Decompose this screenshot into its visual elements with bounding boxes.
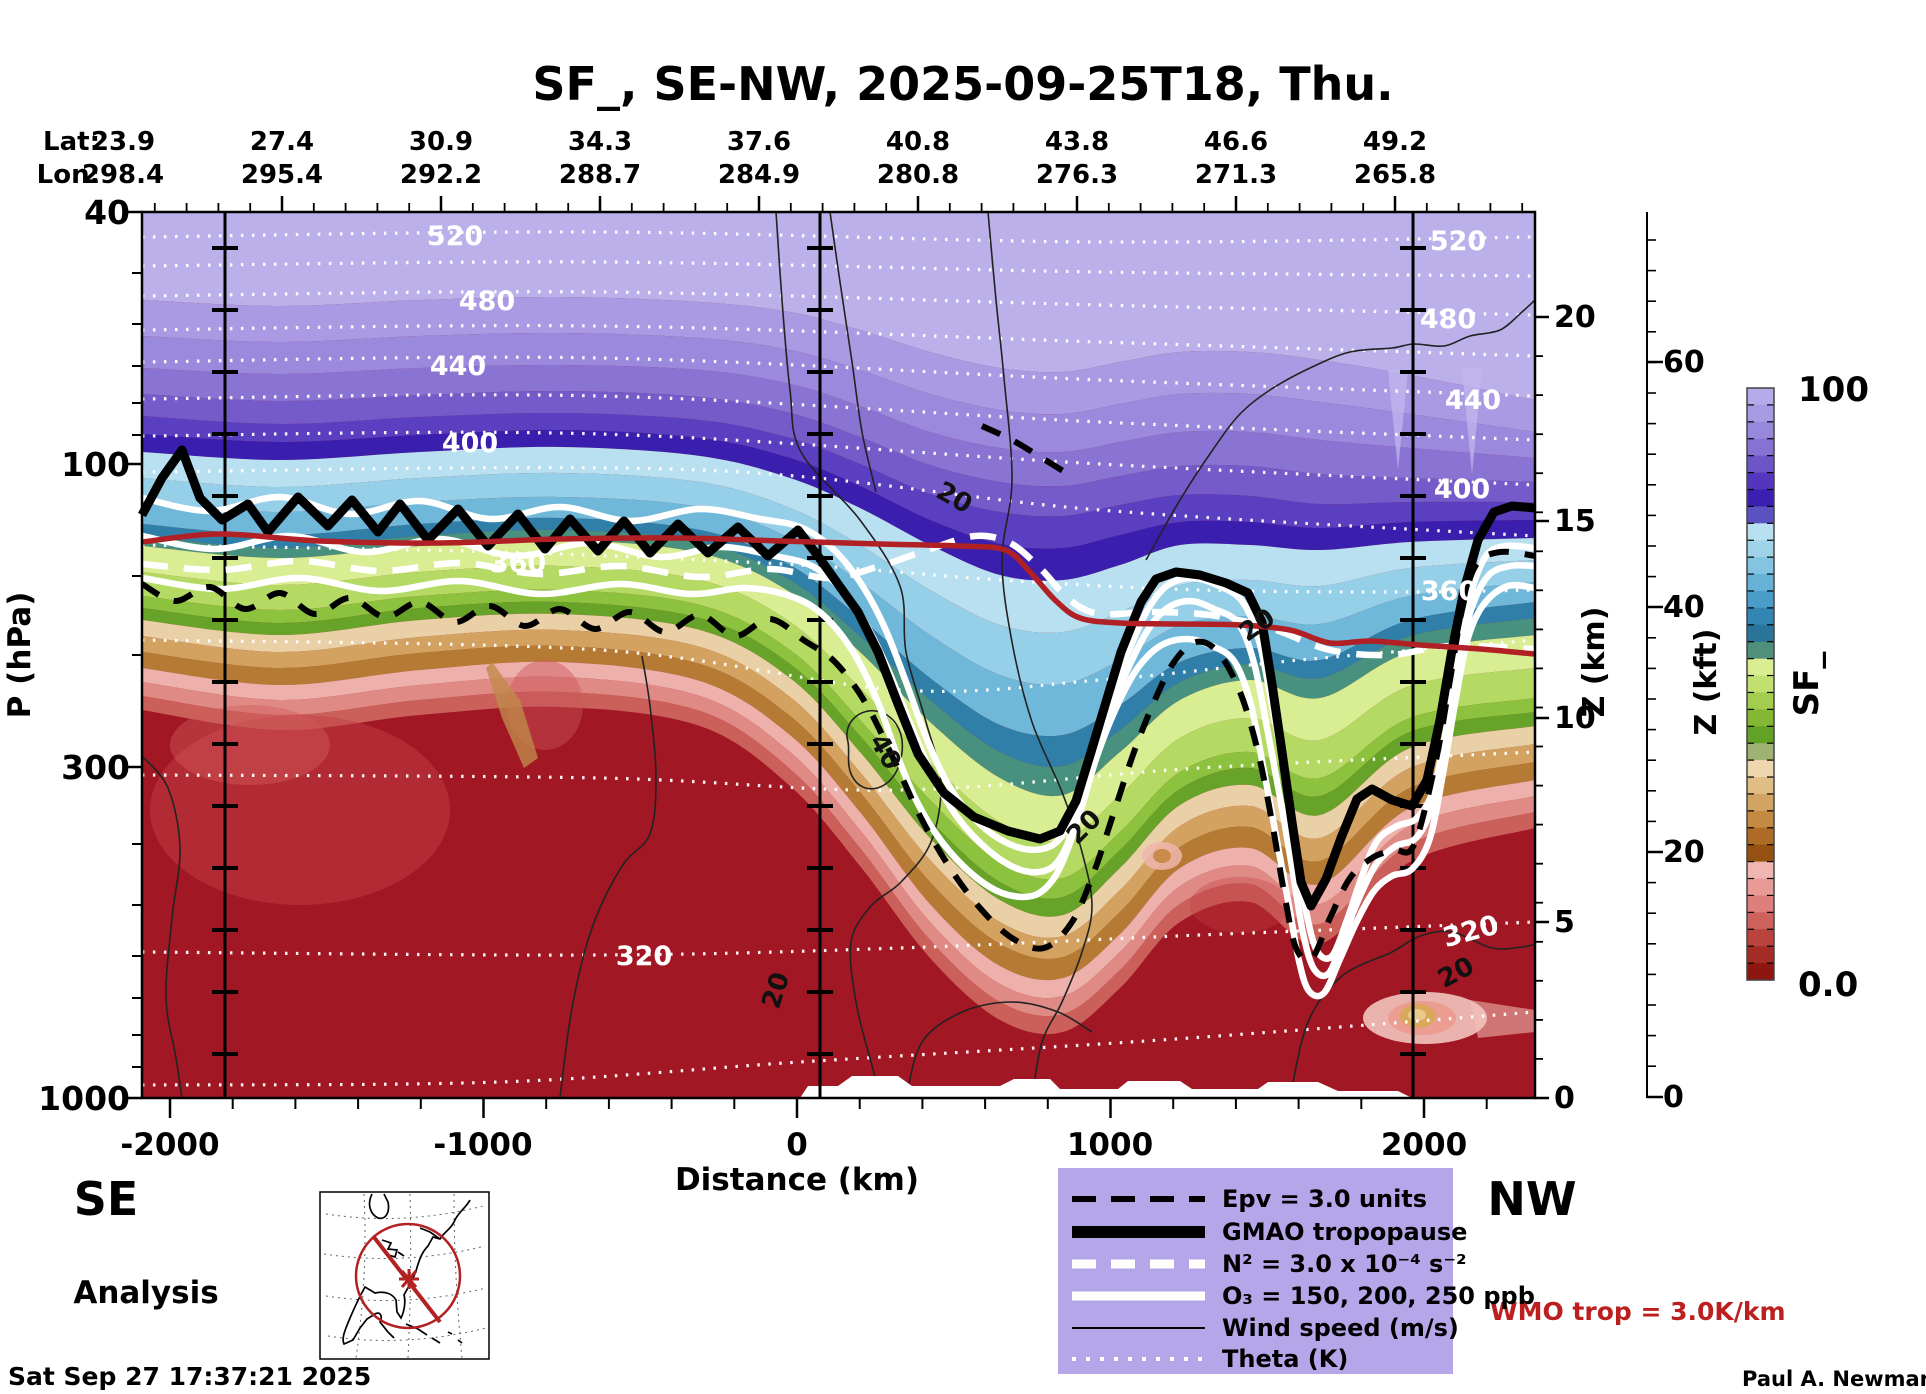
svg-text:480: 480	[459, 286, 515, 317]
colorbar-max: 100	[1798, 370, 1869, 410]
svg-text:440: 440	[1445, 385, 1501, 416]
map-center-star	[399, 1269, 419, 1289]
timestamp: Sat Sep 27 17:37:21 2025	[8, 1362, 371, 1391]
svg-text:2000: 2000	[1381, 1127, 1467, 1163]
svg-text:360: 360	[1421, 576, 1477, 607]
legend: Epv = 3.0 units GMAO tropopause N² = 3.0…	[1058, 1168, 1535, 1374]
svg-text:440: 440	[430, 351, 486, 382]
lon-row-label: Lon:	[37, 160, 100, 190]
svg-text:43.8: 43.8	[1045, 127, 1109, 157]
distance-axis-label: Distance (km)	[675, 1162, 919, 1198]
svg-text:480: 480	[1420, 304, 1476, 335]
legend-box	[1058, 1168, 1453, 1374]
svg-text:100: 100	[61, 445, 130, 484]
svg-text:520: 520	[427, 221, 483, 252]
svg-text:284.9: 284.9	[718, 160, 800, 190]
colorbar-min: 0.0	[1798, 965, 1858, 1005]
svg-text:30.9: 30.9	[409, 127, 473, 157]
svg-text:40: 40	[84, 193, 130, 232]
svg-text:40: 40	[1663, 590, 1705, 625]
distance-tick-labels: -2000 -1000 0 1000 2000	[120, 1127, 1467, 1163]
zkft-axis-label: Z (kft)	[1689, 629, 1724, 736]
legend-item-o3: O₃ = 150, 200, 250 ppb	[1222, 1282, 1535, 1310]
svg-text:37.6: 37.6	[727, 127, 791, 157]
credit: Paul A. Newman (NASA	[1742, 1367, 1926, 1391]
svg-text:280.8: 280.8	[877, 160, 959, 190]
svg-text:271.3: 271.3	[1195, 160, 1277, 190]
svg-text:15: 15	[1554, 504, 1596, 539]
svg-text:46.6: 46.6	[1204, 127, 1268, 157]
page-title: SF_, SE-NW, 2025-09-25T18, Thu.	[532, 57, 1393, 111]
svg-text:49.2: 49.2	[1363, 127, 1427, 157]
svg-text:320: 320	[616, 941, 672, 972]
svg-text:0: 0	[786, 1127, 808, 1163]
svg-text:1000: 1000	[1067, 1127, 1153, 1163]
svg-text:276.3: 276.3	[1036, 160, 1118, 190]
svg-text:288.7: 288.7	[559, 160, 641, 190]
svg-text:0: 0	[1554, 1081, 1575, 1116]
svg-text:300: 300	[61, 748, 130, 787]
pressure-tick-labels: 40 100 300 1000	[38, 193, 130, 1118]
map-coastline	[342, 1193, 471, 1346]
contour-field	[138, 211, 1539, 1099]
svg-text:23.9: 23.9	[91, 127, 155, 157]
lon-values: 298.4 295.4 292.2 288.7 284.9 280.8 276.3 27…	[82, 160, 1436, 190]
svg-text:27.4: 27.4	[250, 127, 314, 157]
svg-text:10: 10	[1554, 701, 1596, 736]
legend-item-n2: N² = 3.0 x 10⁻⁴ s⁻²	[1222, 1250, 1467, 1278]
corner-label-se: SE	[74, 1172, 139, 1226]
map-inset	[319, 1191, 490, 1360]
svg-text:-2000: -2000	[120, 1127, 219, 1163]
pressure-axis-label: P (hPa)	[2, 592, 38, 719]
zkm-tick-labels: 20 15 10 5 0	[1554, 300, 1596, 1116]
legend-item-epv: Epv = 3.0 units	[1222, 1185, 1427, 1213]
svg-text:20: 20	[1554, 300, 1596, 335]
lat-row-label: Lat:	[43, 127, 100, 157]
svg-text:-1000: -1000	[433, 1127, 532, 1163]
svg-text:1000: 1000	[38, 1079, 130, 1118]
analysis-label: Analysis	[73, 1275, 218, 1311]
svg-text:298.4: 298.4	[82, 160, 164, 190]
svg-text:5: 5	[1554, 905, 1575, 940]
wmo-trop-note: WMO trop = 3.0K/km	[1490, 1297, 1786, 1326]
axis-ticks	[124, 196, 1663, 1118]
colorbar-label: SF_	[1787, 652, 1827, 717]
lat-values: 23.9 27.4 30.9 34.3 37.6 40.8 43.8 46.6 49.2	[91, 127, 1427, 157]
legend-item-gmao: GMAO tropopause	[1222, 1218, 1467, 1246]
svg-text:265.8: 265.8	[1354, 160, 1436, 190]
svg-text:40.8: 40.8	[886, 127, 950, 157]
corner-label-nw: NW	[1487, 1172, 1576, 1226]
svg-text:295.4: 295.4	[241, 160, 323, 190]
svg-text:520: 520	[1430, 226, 1486, 257]
zkft-tick-labels: 60 40 20 0	[1663, 345, 1705, 1115]
svg-text:0: 0	[1663, 1080, 1684, 1115]
svg-text:400: 400	[442, 428, 498, 459]
svg-text:60: 60	[1663, 345, 1705, 380]
svg-text:34.3: 34.3	[568, 127, 632, 157]
svg-text:20: 20	[1663, 835, 1705, 870]
legend-item-theta: Theta (K)	[1222, 1345, 1348, 1373]
zkm-axis-label: Z (km)	[1577, 607, 1612, 718]
legend-item-wind: Wind speed (m/s)	[1222, 1314, 1459, 1342]
svg-text:360: 360	[490, 548, 546, 579]
map-cross-section-path	[354, 1222, 462, 1330]
svg-text:292.2: 292.2	[400, 160, 482, 190]
svg-text:400: 400	[1434, 474, 1490, 505]
colorbar: 100 0.0 SF_	[1746, 370, 1869, 1005]
